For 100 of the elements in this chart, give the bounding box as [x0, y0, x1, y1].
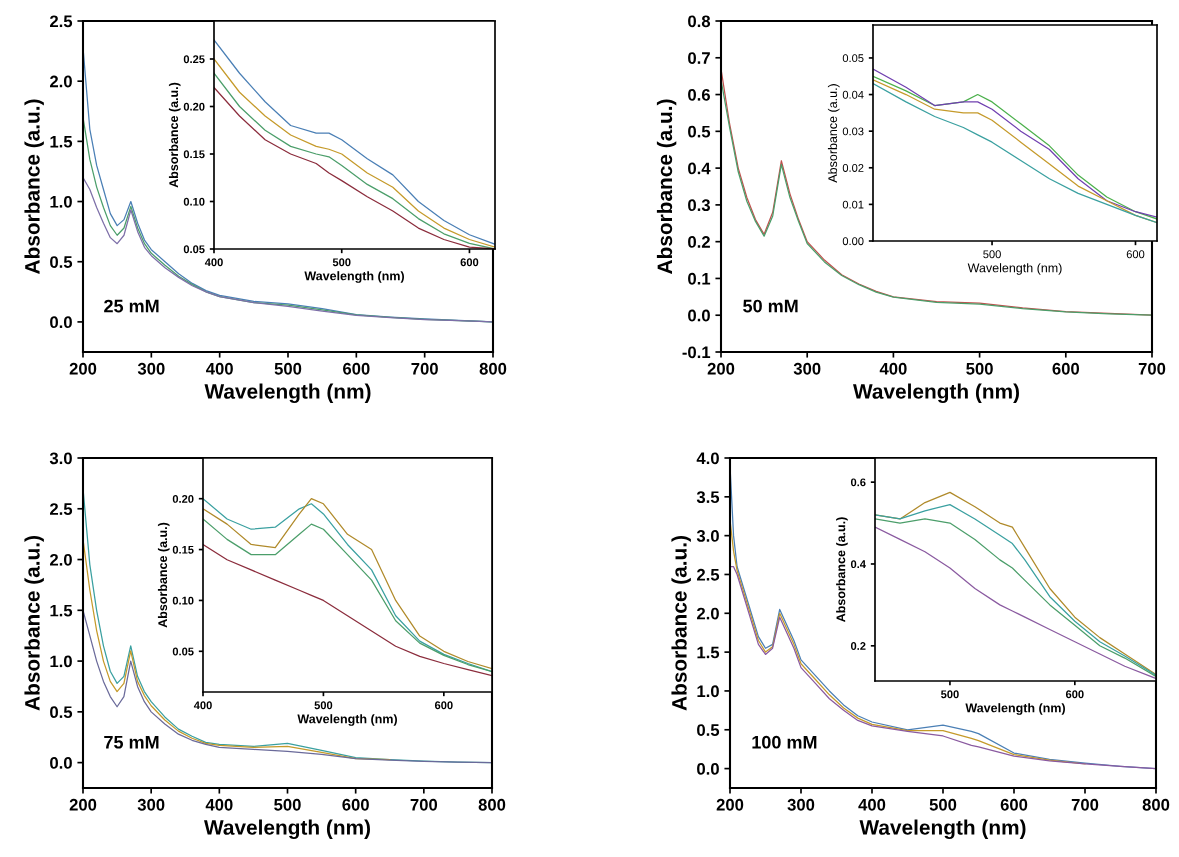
y-tick-label: 0.04 — [842, 90, 864, 99]
y-tick-label: 0.10 — [172, 596, 194, 605]
x-tick-label: 200 — [716, 798, 744, 811]
y-tick-label: 0.0 — [688, 309, 710, 322]
x-tick-label: 300 — [137, 798, 165, 811]
y-tick-label: 0.1 — [688, 272, 711, 285]
x-tick-label: 600 — [1065, 690, 1084, 699]
x-tick-label: 300 — [787, 798, 815, 811]
y-tick-label: 1.5 — [50, 604, 73, 617]
y-tick-label: 0.5 — [50, 706, 73, 719]
y-tick-label: 0.15 — [172, 545, 194, 554]
y-tick-label: 0.5 — [688, 125, 711, 138]
x-tick-label: 500 — [274, 798, 301, 811]
y-tick-label: 3.5 — [696, 491, 720, 504]
y-tick-label: 0.25 — [183, 55, 205, 64]
y-tick-label: 3.0 — [696, 530, 719, 542]
y-tick-label: 0.5 — [50, 256, 73, 268]
y-tick-label: 1.0 — [50, 655, 72, 668]
y-tick-label: 0.20 — [183, 102, 205, 111]
y-tick-label: 2.5 — [49, 503, 73, 515]
x-tick-label: 700 — [410, 798, 438, 811]
x-tick-label: 400 — [206, 362, 233, 375]
y-tick-label: 1.0 — [697, 685, 719, 698]
y-tick-label: 0.03 — [842, 127, 864, 136]
x-tick-label: 300 — [793, 362, 821, 375]
y-tick-label: 1.5 — [697, 646, 720, 659]
x-tick-label: 600 — [1052, 362, 1080, 375]
x-tick-label: 400 — [879, 362, 907, 375]
y-tick-label: 0.15 — [183, 150, 205, 159]
y-tick-label: 1.5 — [50, 135, 73, 148]
y-tick-label: 1.0 — [50, 195, 72, 208]
x-tick-label: 600 — [460, 258, 479, 267]
y-axis-title: Absorbance (a.u.) — [168, 82, 181, 188]
y-tick-label: 0.02 — [842, 164, 864, 172]
x-axis-title: Wavelength (nm) — [204, 383, 371, 404]
y-tick-label: 2.0 — [696, 607, 719, 620]
annotation: 50 mM — [743, 299, 798, 313]
x-tick-label: 500 — [941, 690, 959, 699]
y-axis-title: Absorbance (a.u.) — [656, 99, 677, 274]
y-tick-label: 0.3 — [688, 199, 710, 212]
x-tick-label: 400 — [193, 701, 212, 710]
x-axis-title: Wavelength (nm) — [204, 819, 370, 840]
y-tick-label: 0.4 — [688, 162, 711, 175]
x-tick-label: 700 — [411, 362, 438, 375]
line-series — [203, 543, 492, 677]
x-axis-title: Wavelength (nm) — [859, 819, 1026, 840]
x-tick-label: 600 — [343, 362, 370, 375]
y-axis-title: Absorbance (a.u.) — [24, 99, 44, 274]
y-axis-title: Absorbance (a.u.) — [836, 517, 848, 622]
y-tick-label: 2.0 — [49, 553, 72, 566]
x-tick-label: 600 — [434, 701, 453, 710]
annotation: 100 mM — [752, 735, 817, 749]
y-tick-label: 0.4 — [850, 560, 866, 569]
y-tick-label: 0.00 — [842, 237, 864, 246]
x-tick-label: 800 — [1142, 798, 1170, 811]
y-tick-label: -0.1 — [682, 346, 711, 359]
x-tick-label: 700 — [1071, 798, 1099, 811]
x-tick-label: 400 — [205, 798, 233, 811]
x-tick-label: 200 — [69, 798, 97, 811]
x-tick-label: 500 — [929, 798, 957, 811]
y-tick-label: 0.6 — [688, 88, 710, 101]
x-axis-title: Wavelength (nm) — [965, 703, 1065, 715]
y-tick-label: 0.2 — [850, 642, 866, 650]
x-tick-label: 800 — [479, 362, 507, 375]
y-tick-label: 0.10 — [183, 197, 205, 206]
x-tick-label: 400 — [858, 798, 886, 811]
y-tick-label: 2.5 — [696, 568, 720, 581]
y-tick-label: 3.0 — [49, 452, 72, 465]
x-axis-title: Wavelength (nm) — [967, 263, 1062, 275]
y-tick-label: 0.05 — [842, 54, 864, 63]
y-tick-label: 0.6 — [850, 478, 866, 487]
x-axis-title: Wavelength (nm) — [304, 271, 404, 283]
y-tick-label: 0.01 — [842, 200, 864, 209]
x-tick-label: 700 — [1138, 362, 1166, 375]
y-tick-label: 0.0 — [50, 316, 72, 329]
y-tick-label: 0.05 — [172, 647, 194, 656]
x-tick-label: 200 — [707, 362, 735, 375]
annotation: 75 mM — [104, 735, 159, 749]
y-tick-label: 0.8 — [688, 15, 711, 28]
x-tick-label: 400 — [204, 258, 223, 267]
annotation: 25 mM — [104, 299, 159, 313]
x-tick-label: 500 — [332, 258, 351, 267]
x-tick-label: 300 — [137, 362, 165, 375]
y-tick-label: 2.5 — [49, 15, 73, 28]
x-tick-label: 200 — [69, 362, 97, 375]
y-tick-label: 2.0 — [49, 75, 72, 88]
y-axis-title: Absorbance (a.u.) — [671, 536, 691, 711]
x-axis-title: Wavelength (nm) — [297, 714, 397, 726]
y-tick-label: 0.7 — [688, 52, 710, 64]
x-tick-label: 600 — [1000, 798, 1028, 811]
y-axis-title: Absorbance (a.u.) — [24, 536, 44, 711]
y-axis-title: Absorbance (a.u.) — [157, 522, 170, 628]
y-tick-label: 0.5 — [697, 724, 720, 736]
y-tick-label: 0.0 — [50, 757, 72, 769]
y-tick-label: 0.2 — [688, 236, 710, 248]
x-tick-label: 800 — [478, 798, 506, 811]
y-axis-title: Absorbance (a.u.) — [827, 84, 840, 183]
x-axis-title: Wavelength (nm) — [853, 383, 1019, 404]
x-tick-label: 500 — [314, 701, 333, 710]
x-tick-label: 500 — [966, 362, 993, 375]
